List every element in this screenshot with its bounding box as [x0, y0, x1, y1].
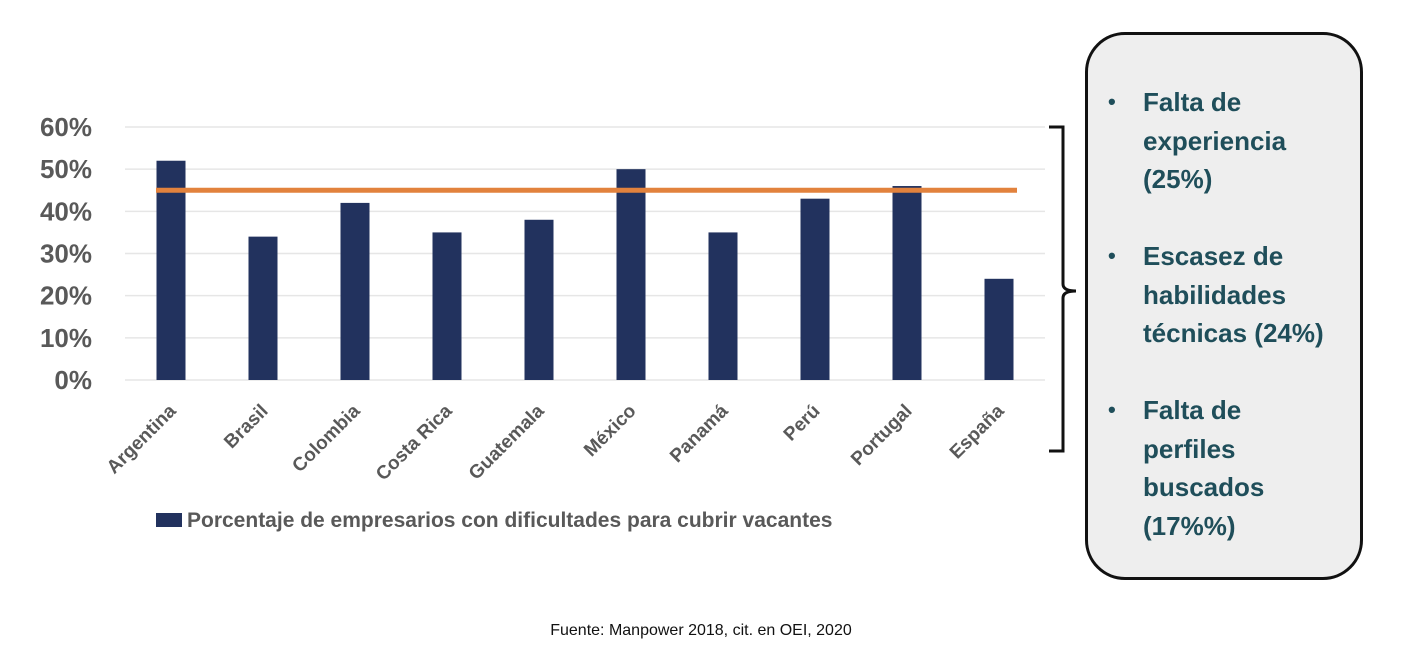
x-tick-label: Costa Rica [372, 400, 457, 485]
factor-line: (25%) [1143, 164, 1213, 194]
x-tick-label: Brasil [220, 401, 272, 453]
bar [892, 186, 922, 380]
factor-text: Escasez de habilidades técnicas (24%) [1143, 237, 1353, 353]
x-tick-label: Perú [780, 401, 825, 446]
x-tick-label: España [946, 400, 1009, 463]
x-tick-label: Portugal [847, 401, 916, 470]
bar [248, 236, 278, 380]
factors-box: • Falta de experiencia (25%) • Escasez de habi… [1085, 32, 1363, 580]
factor-line: Falta de [1143, 87, 1242, 117]
factor-line: buscados [1143, 472, 1265, 502]
bullet-icon: • [1108, 243, 1116, 268]
bar [340, 202, 370, 380]
bar [708, 232, 738, 380]
bullet-icon: • [1108, 89, 1116, 114]
bar [800, 198, 830, 380]
bar [524, 219, 554, 380]
factor-line: perfiles [1143, 433, 1236, 464]
bar [432, 232, 462, 380]
factor-line: técnicas (24%) [1143, 318, 1324, 348]
y-tick-label: 0% [54, 365, 92, 395]
bullet-icon: • [1108, 397, 1116, 422]
y-tick-label: 40% [40, 196, 92, 226]
gridlines [125, 126, 1045, 381]
bar [984, 278, 1014, 380]
y-tick-label: 30% [40, 239, 92, 269]
legend-swatch [156, 513, 182, 527]
y-tick-label: 60% [40, 112, 92, 142]
bracket [1049, 125, 1077, 453]
x-axis-ticks: Argentina Brasil Colombia Costa Rica Guatema… [103, 400, 1009, 485]
legend: Porcentaje de empresarios con dificultad… [156, 509, 832, 532]
y-tick-label: 10% [40, 323, 92, 353]
bar [616, 169, 646, 380]
x-tick-label: Guatemala [465, 400, 549, 484]
x-tick-label: México [580, 401, 640, 461]
factor-text: Falta de experiencia (25%) [1143, 83, 1353, 199]
factor-text: Falta de perfiles buscados (17%%) [1143, 391, 1353, 545]
factor-line: Falta de [1143, 395, 1242, 425]
source-note: Fuente: Manpower 2018, cit. en OEI, 2020 [550, 622, 852, 639]
x-tick-label: Panamá [666, 400, 733, 467]
bars [156, 160, 1014, 380]
bar [156, 160, 186, 380]
y-tick-label: 50% [40, 154, 92, 184]
y-tick-label: 20% [40, 281, 92, 311]
factor-line: experiencia [1143, 125, 1287, 156]
x-tick-label: Colombia [288, 400, 364, 476]
x-tick-label: Argentina [103, 400, 181, 478]
factor-line: (17%%) [1143, 510, 1236, 541]
legend-label: Porcentaje de empresarios con dificultad… [187, 509, 832, 532]
factor-line: Escasez de [1143, 241, 1284, 271]
factor-line: habilidades [1143, 279, 1287, 310]
y-axis-ticks: 0% 10% 20% 30% 40% 50% 60% [40, 112, 92, 395]
